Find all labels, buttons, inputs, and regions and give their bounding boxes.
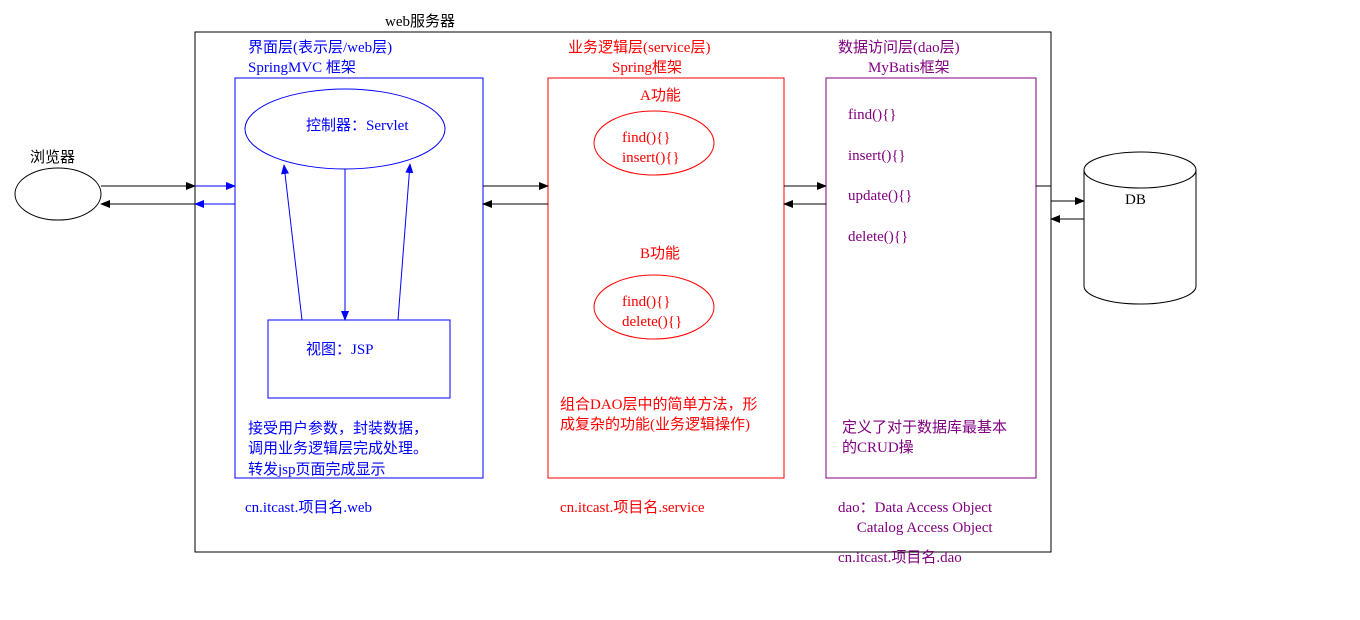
label-svc_desc: 组合DAO层中的简单方法，形 成复杂的功能(业务逻辑操作) <box>560 395 758 436</box>
label-afunc: A功能 <box>640 86 681 106</box>
label-view: 视图：JSP <box>306 340 374 360</box>
label-dao_fw: MyBatis框架 <box>868 58 950 78</box>
label-dao_m: find(){} insert(){} update(){} delete(){… <box>848 105 912 247</box>
label-afunc_m: find(){} insert(){} <box>622 128 680 169</box>
arrow-view-to-controller-right <box>398 164 410 320</box>
label-title: web服务器 <box>385 12 455 32</box>
rect-ui_box <box>235 78 483 478</box>
label-browser: 浏览器 <box>30 148 75 168</box>
label-ui_fw: SpringMVC 框架 <box>248 58 356 78</box>
arrow-view-to-controller-left <box>284 165 302 320</box>
label-dao_pkg: cn.itcast.项目名.dao <box>838 548 962 568</box>
ellipse-browser <box>15 168 101 220</box>
label-ui_title: 界面层(表示层/web层) <box>248 38 392 58</box>
label-dao_desc: 定义了对于数据库最基本 的CRUD操 <box>842 418 1007 459</box>
label-bfunc_m: find(){} delete(){} <box>622 292 682 333</box>
label-svc_title: 业务逻辑层(service层) <box>568 38 710 58</box>
label-ui_pkg: cn.itcast.项目名.web <box>245 498 372 518</box>
db-top <box>1084 152 1196 188</box>
label-controller: 控制器：Servlet <box>306 116 409 136</box>
label-bfunc: B功能 <box>640 244 680 264</box>
label-svc_pkg: cn.itcast.项目名.service <box>560 498 705 518</box>
label-db: DB <box>1125 190 1146 210</box>
label-dao_title: 数据访问层(dao层) <box>838 38 960 58</box>
label-dao_note: dao：Data Access Object Catalog Access Ob… <box>838 498 993 539</box>
label-ui_desc: 接受用户参数，封装数据， 调用业务逻辑层完成处理。 转发jsp页面完成显示 <box>248 419 428 480</box>
db-bottom <box>1084 286 1196 304</box>
label-svc_fw: Spring框架 <box>612 58 682 78</box>
